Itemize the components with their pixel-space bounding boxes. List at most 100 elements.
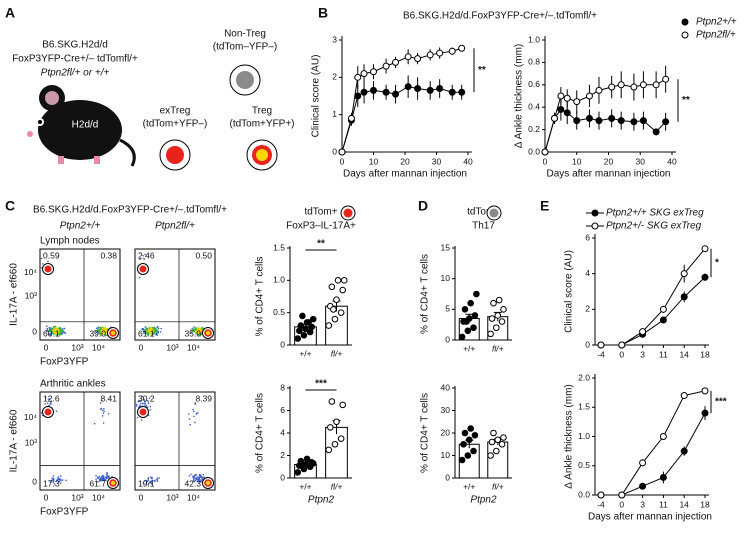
event-dot bbox=[201, 326, 204, 329]
event-dot bbox=[57, 478, 60, 481]
chart-title: tdTom+ bbox=[304, 207, 337, 218]
x-tick-label: 10 bbox=[572, 156, 582, 166]
event-dot bbox=[56, 334, 58, 336]
quadrant-value: 17.3 bbox=[43, 478, 60, 488]
y-tick-label: 0.4 bbox=[528, 101, 540, 111]
y-tick-label: 1 bbox=[332, 109, 337, 119]
x-tick-label: +/+ bbox=[299, 481, 311, 491]
event-dot bbox=[156, 477, 159, 479]
data-point bbox=[414, 85, 422, 93]
x-tick-label: 20 bbox=[604, 156, 614, 166]
event-dot bbox=[195, 477, 198, 479]
data-point bbox=[488, 315, 496, 322]
legend-marker bbox=[591, 222, 599, 230]
event-dot bbox=[97, 481, 99, 483]
panel-label: A bbox=[5, 5, 15, 21]
legend-marker bbox=[681, 31, 689, 39]
event-dot bbox=[157, 331, 160, 334]
data-point bbox=[595, 86, 603, 94]
event-dot bbox=[47, 398, 50, 400]
event-dot bbox=[61, 330, 64, 332]
y-tick-label: 1.5 bbox=[578, 402, 590, 412]
data-point bbox=[382, 88, 390, 96]
data-point bbox=[585, 92, 593, 100]
data-point bbox=[630, 118, 638, 126]
data-point bbox=[347, 114, 355, 122]
significance-label: * bbox=[715, 258, 719, 269]
event-dot bbox=[101, 326, 103, 329]
x-tick-label: +/+ bbox=[463, 481, 475, 491]
data-point bbox=[331, 315, 339, 323]
data-point bbox=[701, 409, 709, 417]
event-dot bbox=[144, 332, 147, 335]
event-dot bbox=[198, 473, 201, 476]
event-dot bbox=[151, 331, 153, 334]
event-dot bbox=[97, 477, 99, 480]
event-dot bbox=[147, 482, 150, 485]
data-point bbox=[680, 392, 688, 400]
flow-plot bbox=[39, 248, 121, 341]
event-dot bbox=[145, 404, 148, 407]
event-dot bbox=[49, 332, 51, 335]
event-dot bbox=[135, 403, 138, 406]
event-dot bbox=[199, 334, 202, 337]
x-axis-label: Days after mannan injection bbox=[588, 512, 712, 523]
event-dot bbox=[106, 473, 108, 476]
data-point bbox=[325, 322, 333, 329]
event-dot bbox=[44, 402, 46, 405]
data-point bbox=[309, 460, 317, 467]
event-dot bbox=[136, 416, 139, 419]
event-dot bbox=[59, 482, 62, 484]
event-dot bbox=[52, 477, 55, 480]
data-point bbox=[458, 333, 466, 341]
data-point bbox=[573, 117, 581, 125]
event-dot bbox=[156, 478, 159, 481]
event-dot bbox=[139, 258, 141, 261]
series-line bbox=[601, 276, 706, 346]
quadrant-value: 61.7 bbox=[89, 478, 106, 488]
event-dot bbox=[103, 330, 105, 332]
event-dot bbox=[144, 326, 147, 328]
event-dot bbox=[48, 404, 50, 407]
flow-y-tick: 10³ bbox=[25, 438, 37, 448]
event-dot bbox=[100, 330, 103, 333]
x-tick-label: 18 bbox=[700, 349, 710, 359]
data-point bbox=[360, 70, 368, 78]
event-dot bbox=[53, 483, 56, 485]
event-dot bbox=[106, 472, 108, 474]
quadrant-icon bbox=[44, 408, 52, 416]
event-dot bbox=[200, 475, 203, 478]
event-dot bbox=[202, 473, 205, 476]
event-dot bbox=[51, 327, 54, 330]
data-point bbox=[294, 335, 302, 342]
event-dot bbox=[40, 411, 43, 414]
event-dot bbox=[192, 408, 194, 411]
event-dot bbox=[48, 398, 51, 400]
event-dot bbox=[150, 480, 153, 483]
event-dot bbox=[198, 478, 201, 480]
event-dot bbox=[99, 328, 101, 331]
data-point bbox=[639, 459, 647, 467]
x-tick-label: fl/+ bbox=[492, 481, 504, 491]
data-point bbox=[309, 315, 317, 323]
data-point bbox=[360, 88, 368, 96]
data-point bbox=[461, 429, 469, 437]
event-dot bbox=[144, 330, 147, 333]
event-dot bbox=[40, 257, 43, 260]
event-dot bbox=[54, 333, 57, 336]
event-dot bbox=[144, 253, 146, 256]
event-dot bbox=[95, 327, 98, 330]
event-dot bbox=[52, 329, 55, 332]
event-dot bbox=[154, 333, 156, 335]
event-dot bbox=[195, 413, 198, 415]
event-dot bbox=[139, 402, 142, 405]
y-tick-label: 0 bbox=[332, 146, 337, 156]
y-axis-label: Clinical score (AU) bbox=[311, 55, 322, 138]
event-dot bbox=[97, 330, 99, 333]
data-point bbox=[294, 469, 302, 476]
event-dot bbox=[104, 333, 107, 336]
data-point bbox=[458, 88, 466, 96]
panel-label: C bbox=[5, 198, 15, 214]
quadrant-value: 35.9 bbox=[184, 328, 201, 338]
data-point bbox=[498, 318, 506, 325]
